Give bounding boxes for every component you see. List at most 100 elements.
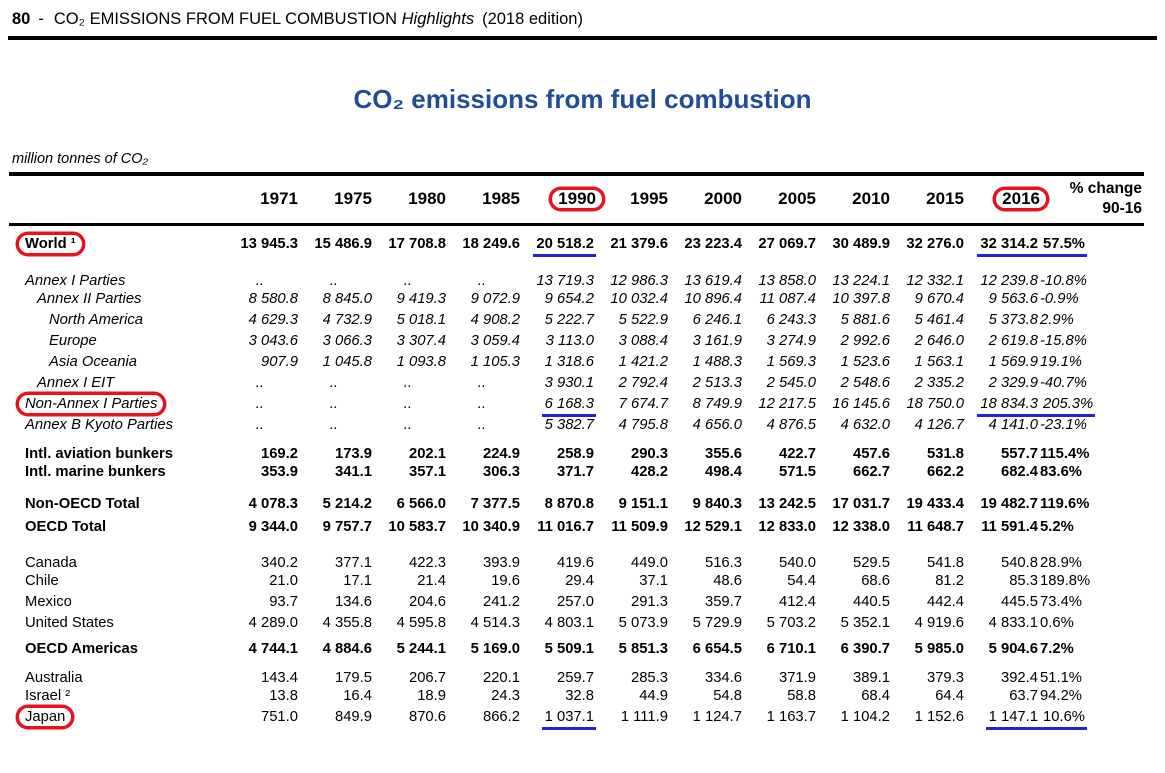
value-cell-1985: .. [477, 375, 486, 391]
value-cell-2005: 1 163.7 [766, 709, 816, 725]
value-cell-1975: 3 066.3 [322, 333, 372, 349]
value-cell-1995: 2 792.4 [618, 375, 668, 391]
value-cell-1971: 907.9 [260, 354, 298, 370]
value-cell-1975: 4 884.6 [322, 640, 372, 657]
value-cell-2016: 18 834.3 [966, 394, 1040, 417]
value-cell-2016: 392.4 [1000, 669, 1038, 686]
value-cell-1990: 257.0 [556, 594, 594, 610]
value-cell-1985: 4 908.2 [470, 312, 520, 328]
value-cell-1971: 4 744.1 [248, 640, 298, 657]
column-header-1995: 1995 [596, 172, 670, 226]
value-cell-1975: 9 757.7 [322, 518, 372, 535]
value-cell-1971: 4 078.3 [248, 495, 298, 512]
value-cell-2000: 9 840.3 [692, 495, 742, 512]
value-cell-2016: 4 141.0 [988, 417, 1038, 433]
value-cell-1985: .. [477, 417, 486, 433]
value-cell-2016: 12 239.8 [980, 272, 1038, 289]
column-header-2000: 2000 [670, 172, 744, 226]
value-cell-2016: 2 329.9 [988, 375, 1038, 391]
value-cell-1980: .. [403, 396, 412, 412]
row-label: World ¹ [9, 224, 226, 253]
value-cell-2010: 440.5 [852, 594, 890, 610]
value-cell-1995: 1 421.2 [618, 354, 668, 370]
value-cell-1990: 29.4 [565, 573, 594, 589]
value-cell-2015: 5 461.4 [914, 312, 964, 328]
value-cell-1995: 4 795.8 [618, 417, 668, 433]
value-cell-2016: 5 904.6 [988, 640, 1038, 657]
table-row-europe: Europe 3 043.6 3 066.3 3 307.4 3 059.4 3 113.… [9, 331, 1144, 352]
value-cell-2000: 23 223.4 [684, 235, 742, 252]
red-oval-annotation: Non-Annex I Parties [19, 395, 163, 413]
pct-change-cell: 2.9% [1040, 312, 1074, 328]
value-cell-2005: 54.4 [787, 573, 816, 589]
value-cell-1995: 5 851.3 [618, 640, 668, 657]
value-cell-2005: 3 274.9 [766, 333, 816, 349]
value-cell-1995: 12 986.3 [610, 272, 668, 289]
column-header-2010: 2010 [818, 172, 892, 226]
value-cell-1990: 419.6 [556, 554, 594, 571]
value-cell-1990: 1 318.6 [544, 354, 594, 370]
page-header-highlights: Highlights [401, 10, 475, 28]
value-cell-2010: 68.6 [861, 573, 890, 589]
table-row-annex-b-kyoto-parties: Annex B Kyoto Parties........ 5 382.7 4 79… [9, 415, 1144, 436]
value-cell-1990: 5 382.7 [544, 417, 594, 433]
value-cell-2010: 1 104.2 [840, 709, 890, 725]
value-cell-2010: 10 397.8 [832, 291, 890, 307]
value-cell-2015: 12 332.1 [906, 272, 964, 289]
value-cell-2015: 64.4 [935, 688, 964, 704]
table-row-annex-i-eit: Annex I EIT........ 3 930.1 2 792.4 2 513.3… [9, 373, 1144, 394]
value-cell-2010: 30 489.9 [832, 235, 890, 252]
value-cell-2015: 9 670.4 [914, 291, 964, 307]
value-cell-1980: 204.6 [408, 594, 446, 610]
value-cell-1971: 3 043.6 [248, 333, 298, 349]
row-label: Chile [25, 573, 59, 589]
row-label: OECD Americas [25, 640, 138, 657]
column-header-1980: 1980 [374, 172, 448, 226]
row-label: Intl. marine bunkers [25, 464, 166, 480]
row-label: Annex B Kyoto Parties [25, 417, 174, 433]
row-label: Mexico [25, 594, 72, 610]
value-cell-1980: 10 583.7 [388, 518, 446, 535]
value-cell-1975: 179.5 [334, 669, 372, 686]
table-row-intl-aviation-bunkers: Intl. aviation bunkers 169.2 173.9 202.1 224… [9, 436, 1144, 462]
value-cell-2000: 5 729.9 [692, 615, 742, 631]
page-number: 80 [12, 10, 31, 28]
value-cell-1995: 3 088.4 [618, 333, 668, 349]
row-label: United States [25, 615, 114, 631]
value-cell-2016: 682.4 [1000, 464, 1038, 480]
value-cell-1990: 259.7 [556, 669, 594, 686]
value-cell-1980: 422.3 [408, 554, 446, 571]
value-cell-2000: 516.3 [704, 554, 742, 571]
value-cell-1975: 1 045.8 [322, 354, 372, 370]
value-cell-2005: 27 069.7 [758, 235, 816, 252]
value-cell-2005: 13 242.5 [758, 495, 816, 512]
value-cell-2000: 4 656.0 [692, 417, 742, 433]
emissions-table: 1971 1975 1980 1985 1990 1995 2000 2005 2010 2015… [9, 172, 1144, 730]
value-cell-2005: 1 569.3 [766, 354, 816, 370]
value-cell-1990: 3 930.1 [544, 375, 594, 391]
pct-change-cell: 28.9% [1040, 554, 1082, 571]
value-cell-1985: 18 249.6 [462, 235, 520, 252]
row-label: Non-OECD Total [25, 495, 140, 512]
value-cell-2005: 540.0 [778, 554, 816, 571]
value-cell-1985: 306.3 [482, 464, 520, 480]
value-cell-2015: 2 646.0 [914, 333, 964, 349]
value-cell-1971: 13 945.3 [240, 235, 298, 252]
value-cell-1985: 224.9 [482, 445, 520, 462]
value-cell-1995: 290.3 [630, 445, 668, 462]
table-row-oecd-total: OECD Total 9 344.0 9 757.7 10 583.7 10 340.9… [9, 512, 1144, 535]
value-cell-1985: 1 105.3 [470, 354, 520, 370]
value-cell-2016: 5 373.8 [988, 312, 1038, 328]
value-cell-1995: 11 509.9 [611, 518, 668, 535]
value-cell-1980: 5 244.1 [396, 640, 446, 657]
column-header-1971: 1971 [226, 172, 300, 226]
value-cell-1985: .. [477, 396, 486, 412]
pct-change-cell: 5.2% [1040, 518, 1074, 535]
value-cell-2005: 58.8 [787, 688, 816, 704]
value-cell-1995: 44.9 [639, 688, 668, 704]
red-oval-annotation: 2016 [996, 190, 1046, 208]
value-cell-1995: 37.1 [639, 573, 668, 589]
value-cell-2010: 17 031.7 [832, 495, 890, 512]
value-cell-1995: 21 379.6 [610, 235, 668, 252]
value-cell-1971: 169.2 [260, 445, 298, 462]
